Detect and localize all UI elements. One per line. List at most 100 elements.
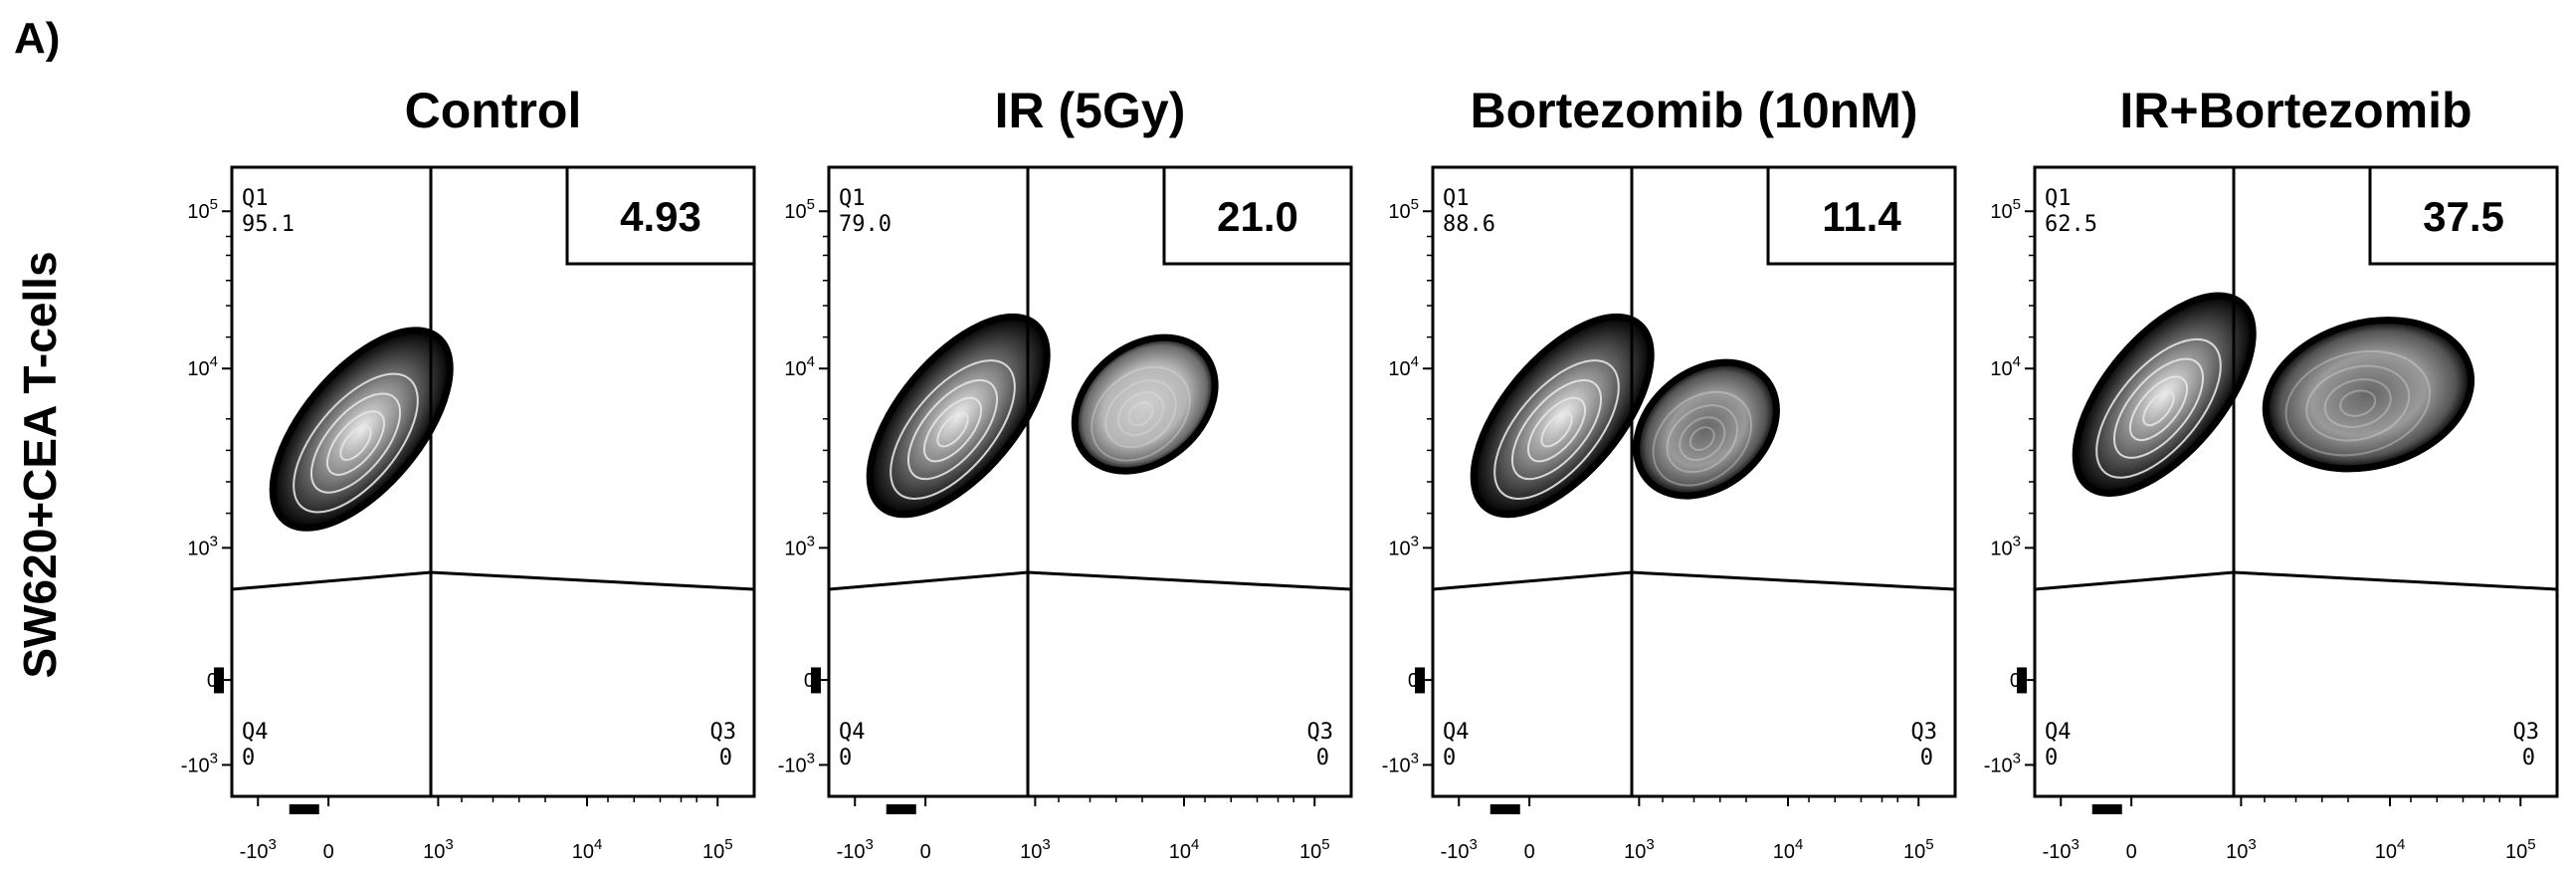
q2-value-box <box>2368 165 2559 266</box>
q1-label: Q1 <box>1443 186 1470 211</box>
plot-panel-2: IR (5Gy)21.0Q179.0Q40Q30-1030103104105-1… <box>778 83 1353 863</box>
q4-value: 0 <box>2045 746 2058 770</box>
x-tick-label: 0 <box>920 841 931 863</box>
cell-population <box>2072 292 2257 497</box>
plot-title: IR (5Gy) <box>995 83 1186 138</box>
x-axis-event-cluster <box>1489 804 1520 814</box>
horizontal-gate <box>2034 570 2558 591</box>
x-tick-label: 0 <box>1524 841 1535 863</box>
x-axis-event-cluster <box>2091 804 2122 814</box>
q1-label: Q1 <box>2045 186 2072 211</box>
x-tick-label: 103 <box>1624 836 1655 863</box>
q1-label: Q1 <box>242 186 269 211</box>
q3-label: Q3 <box>2513 720 2540 745</box>
plot-panel-4: IR+Bortezomib37.5Q162.5Q40Q30-1030103104… <box>1984 83 2559 863</box>
y-tick-label: 105 <box>187 196 218 223</box>
x-tick-label: 103 <box>423 836 454 863</box>
y-tick-label: 103 <box>1388 533 1419 559</box>
y-tick-label: 103 <box>187 533 218 559</box>
q4-value: 0 <box>242 746 255 770</box>
y-tick-label: 0 <box>804 670 815 692</box>
y-axis-event-cluster <box>811 667 821 694</box>
plot-panel-1: Control4.93Q195.1Q40Q30-1030103104105-10… <box>181 83 756 863</box>
x-tick-label: -103 <box>1441 836 1478 863</box>
q2-value: 4.93 <box>620 193 701 240</box>
y-axis-event-cluster <box>214 667 224 694</box>
plot-panel-3: Bortezomib (10nM)11.4Q188.6Q40Q30-103010… <box>1382 83 1957 863</box>
plot-title: IR+Bortezomib <box>2119 83 2472 138</box>
cell-population <box>1071 333 1219 475</box>
x-tick-label: 104 <box>1773 836 1804 863</box>
x-tick-label: 104 <box>572 836 603 863</box>
x-tick-label: 105 <box>2505 836 2536 863</box>
x-tick-label: -103 <box>837 836 874 863</box>
horizontal-gate <box>1432 570 1956 591</box>
y-tick-label: 104 <box>1388 353 1419 380</box>
y-tick-label: -103 <box>1984 750 2021 776</box>
y-tick-label: 104 <box>784 353 815 380</box>
cell-population <box>1470 313 1655 519</box>
q4-label: Q4 <box>242 720 269 745</box>
y-tick-label: -103 <box>778 750 815 776</box>
horizontal-gate <box>828 570 1352 591</box>
horizontal-gate <box>231 570 755 591</box>
x-tick-label: 0 <box>2126 841 2137 863</box>
q3-value: 0 <box>1316 746 1329 770</box>
q3-label: Q3 <box>710 720 737 745</box>
y-tick-label: 103 <box>784 533 815 559</box>
y-tick-label: 105 <box>1990 196 2021 223</box>
q4-value: 0 <box>1443 746 1456 770</box>
q2-value-box <box>1766 165 1957 266</box>
x-tick-label: 104 <box>2375 836 2406 863</box>
cell-population <box>269 327 454 532</box>
cell-population <box>866 313 1051 519</box>
y-tick-label: -103 <box>1382 750 1419 776</box>
y-tick-label: 105 <box>1388 196 1419 223</box>
q2-value: 21.0 <box>1217 193 1298 240</box>
q1-value: 88.6 <box>1443 212 1495 237</box>
q1-value: 79.0 <box>839 212 892 237</box>
q2-value: 11.4 <box>1822 193 1901 240</box>
y-axis-event-cluster <box>2017 667 2027 694</box>
plot-title: Bortezomib (10nM) <box>1471 83 1918 138</box>
y-axis-event-cluster <box>1415 667 1425 694</box>
y-tick-label: 0 <box>1408 670 1419 692</box>
q3-label: Q3 <box>1911 720 1938 745</box>
x-tick-label: 0 <box>323 841 334 863</box>
x-axis-event-cluster <box>289 804 319 814</box>
q3-label: Q3 <box>1307 720 1334 745</box>
x-tick-label: -103 <box>2043 836 2080 863</box>
q4-label: Q4 <box>1443 720 1470 745</box>
y-tick-label: 103 <box>1990 533 2021 559</box>
q4-value: 0 <box>839 746 852 770</box>
q3-value: 0 <box>1920 746 1933 770</box>
y-tick-label: 104 <box>187 353 218 380</box>
q1-label: Q1 <box>839 186 866 211</box>
y-tick-label: -103 <box>181 750 218 776</box>
x-tick-label: 105 <box>702 836 733 863</box>
y-tick-label: 0 <box>2010 670 2021 692</box>
q2-value: 37.5 <box>2423 193 2504 240</box>
plot-title: Control <box>405 83 582 138</box>
x-tick-label: 105 <box>1903 836 1934 863</box>
q3-value: 0 <box>719 746 732 770</box>
x-tick-label: 105 <box>1299 836 1330 863</box>
panel-label: A) <box>14 14 61 63</box>
y-tick-label: 104 <box>1990 353 2021 380</box>
x-tick-label: 103 <box>1020 836 1051 863</box>
q3-value: 0 <box>2522 746 2535 770</box>
q4-label: Q4 <box>2045 720 2072 745</box>
q2-value-box <box>565 165 756 266</box>
cell-population <box>1633 358 1780 500</box>
x-tick-label: -103 <box>240 836 277 863</box>
y-tick-label: 105 <box>784 196 815 223</box>
x-tick-label: 104 <box>1169 836 1200 863</box>
q2-value-box <box>1162 165 1353 266</box>
q4-label: Q4 <box>839 720 866 745</box>
cell-population <box>2262 317 2476 473</box>
x-axis-event-cluster <box>886 804 916 814</box>
y-tick-label: 0 <box>207 670 218 692</box>
q1-value: 62.5 <box>2045 212 2097 237</box>
x-tick-label: 103 <box>2226 836 2257 863</box>
